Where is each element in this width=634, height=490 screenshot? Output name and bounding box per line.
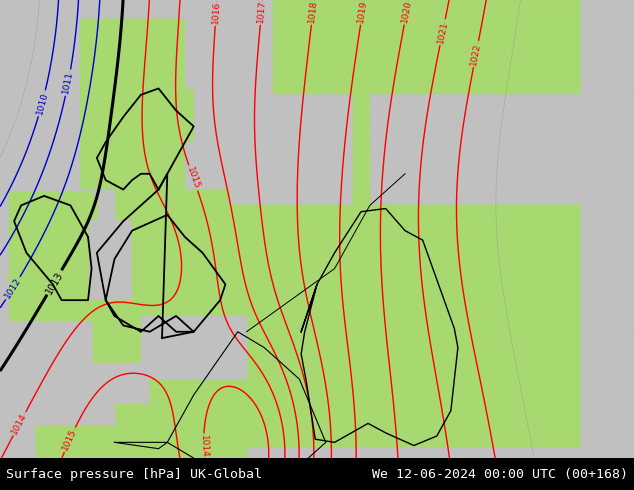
Text: 1011: 1011 (61, 71, 75, 95)
Text: 1015: 1015 (185, 166, 201, 190)
Text: 1017: 1017 (256, 0, 267, 24)
Text: 1012: 1012 (3, 276, 23, 300)
Text: 1016: 1016 (211, 1, 221, 24)
Text: 1021: 1021 (436, 20, 450, 44)
Text: 1019: 1019 (356, 0, 369, 24)
Text: 1010: 1010 (35, 91, 49, 116)
Text: 1015: 1015 (61, 427, 79, 452)
Text: 1013: 1013 (44, 270, 65, 295)
Text: 1014: 1014 (10, 412, 29, 436)
Text: 1022: 1022 (470, 42, 482, 66)
Text: 1014: 1014 (199, 435, 209, 458)
Text: Surface pressure [hPa] UK-Global: Surface pressure [hPa] UK-Global (6, 467, 262, 481)
Text: 1018: 1018 (307, 0, 319, 24)
Text: We 12-06-2024 00:00 UTC (00+168): We 12-06-2024 00:00 UTC (00+168) (372, 467, 628, 481)
Text: 1020: 1020 (400, 0, 413, 24)
